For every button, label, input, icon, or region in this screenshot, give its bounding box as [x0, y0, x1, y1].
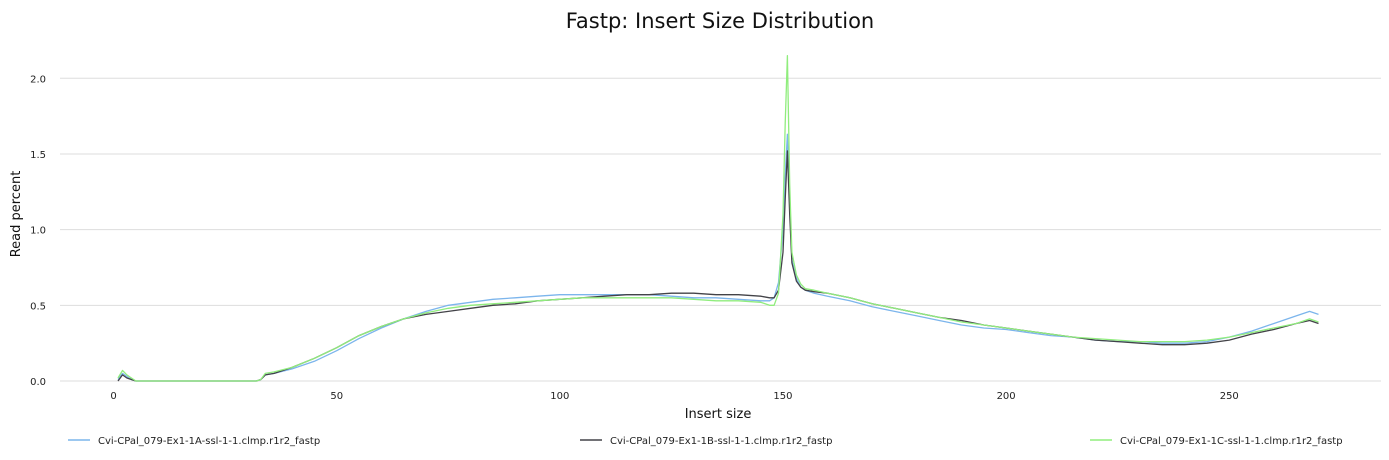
x-tick-label: 150	[773, 391, 792, 402]
y-tick-label: 0.0	[30, 377, 46, 388]
legend: Cvi-CPal_079-Ex1-1A-ssl-1-1.clmp.r1r2_fa…	[68, 436, 1343, 447]
x-tick-label: 200	[997, 391, 1016, 402]
legend-label: Cvi-CPal_079-Ex1-1A-ssl-1-1.clmp.r1r2_fa…	[98, 436, 320, 447]
series-line-1[interactable]	[117, 133, 1319, 382]
x-tick-label: 0	[110, 391, 116, 402]
series-layer	[117, 54, 1319, 382]
series-line-2[interactable]	[117, 150, 1319, 382]
legend-item-1[interactable]: Cvi-CPal_079-Ex1-1A-ssl-1-1.clmp.r1r2_fa…	[68, 436, 320, 447]
x-tick-label: 100	[550, 391, 569, 402]
x-tick-label: 250	[1220, 391, 1239, 402]
legend-label: Cvi-CPal_079-Ex1-1C-ssl-1-1.clmp.r1r2_fa…	[1120, 436, 1343, 447]
y-tick-label: 1.5	[30, 150, 46, 161]
chart-title: Fastp: Insert Size Distribution	[566, 9, 874, 33]
y-axis-label: Read percent	[9, 171, 24, 258]
series-line-3[interactable]	[117, 54, 1319, 382]
legend-item-2[interactable]: Cvi-CPal_079-Ex1-1B-ssl-1-1.clmp.r1r2_fa…	[580, 436, 832, 447]
y-tick-label: 1.0	[30, 226, 46, 237]
x-tick-label: 50	[330, 391, 343, 402]
legend-item-3[interactable]: Cvi-CPal_079-Ex1-1C-ssl-1-1.clmp.r1r2_fa…	[1090, 436, 1343, 447]
x-axis-ticks: 0 50 100 150 200 250	[110, 391, 1238, 402]
y-tick-label: 2.0	[30, 74, 46, 85]
grid-layer	[60, 77, 1381, 382]
x-axis-label: Insert size	[685, 407, 752, 422]
y-axis-ticks: 0.0 0.5 1.0 1.5 2.0	[30, 74, 46, 388]
legend-label: Cvi-CPal_079-Ex1-1B-ssl-1-1.clmp.r1r2_fa…	[610, 436, 832, 447]
y-tick-label: 0.5	[30, 301, 46, 312]
